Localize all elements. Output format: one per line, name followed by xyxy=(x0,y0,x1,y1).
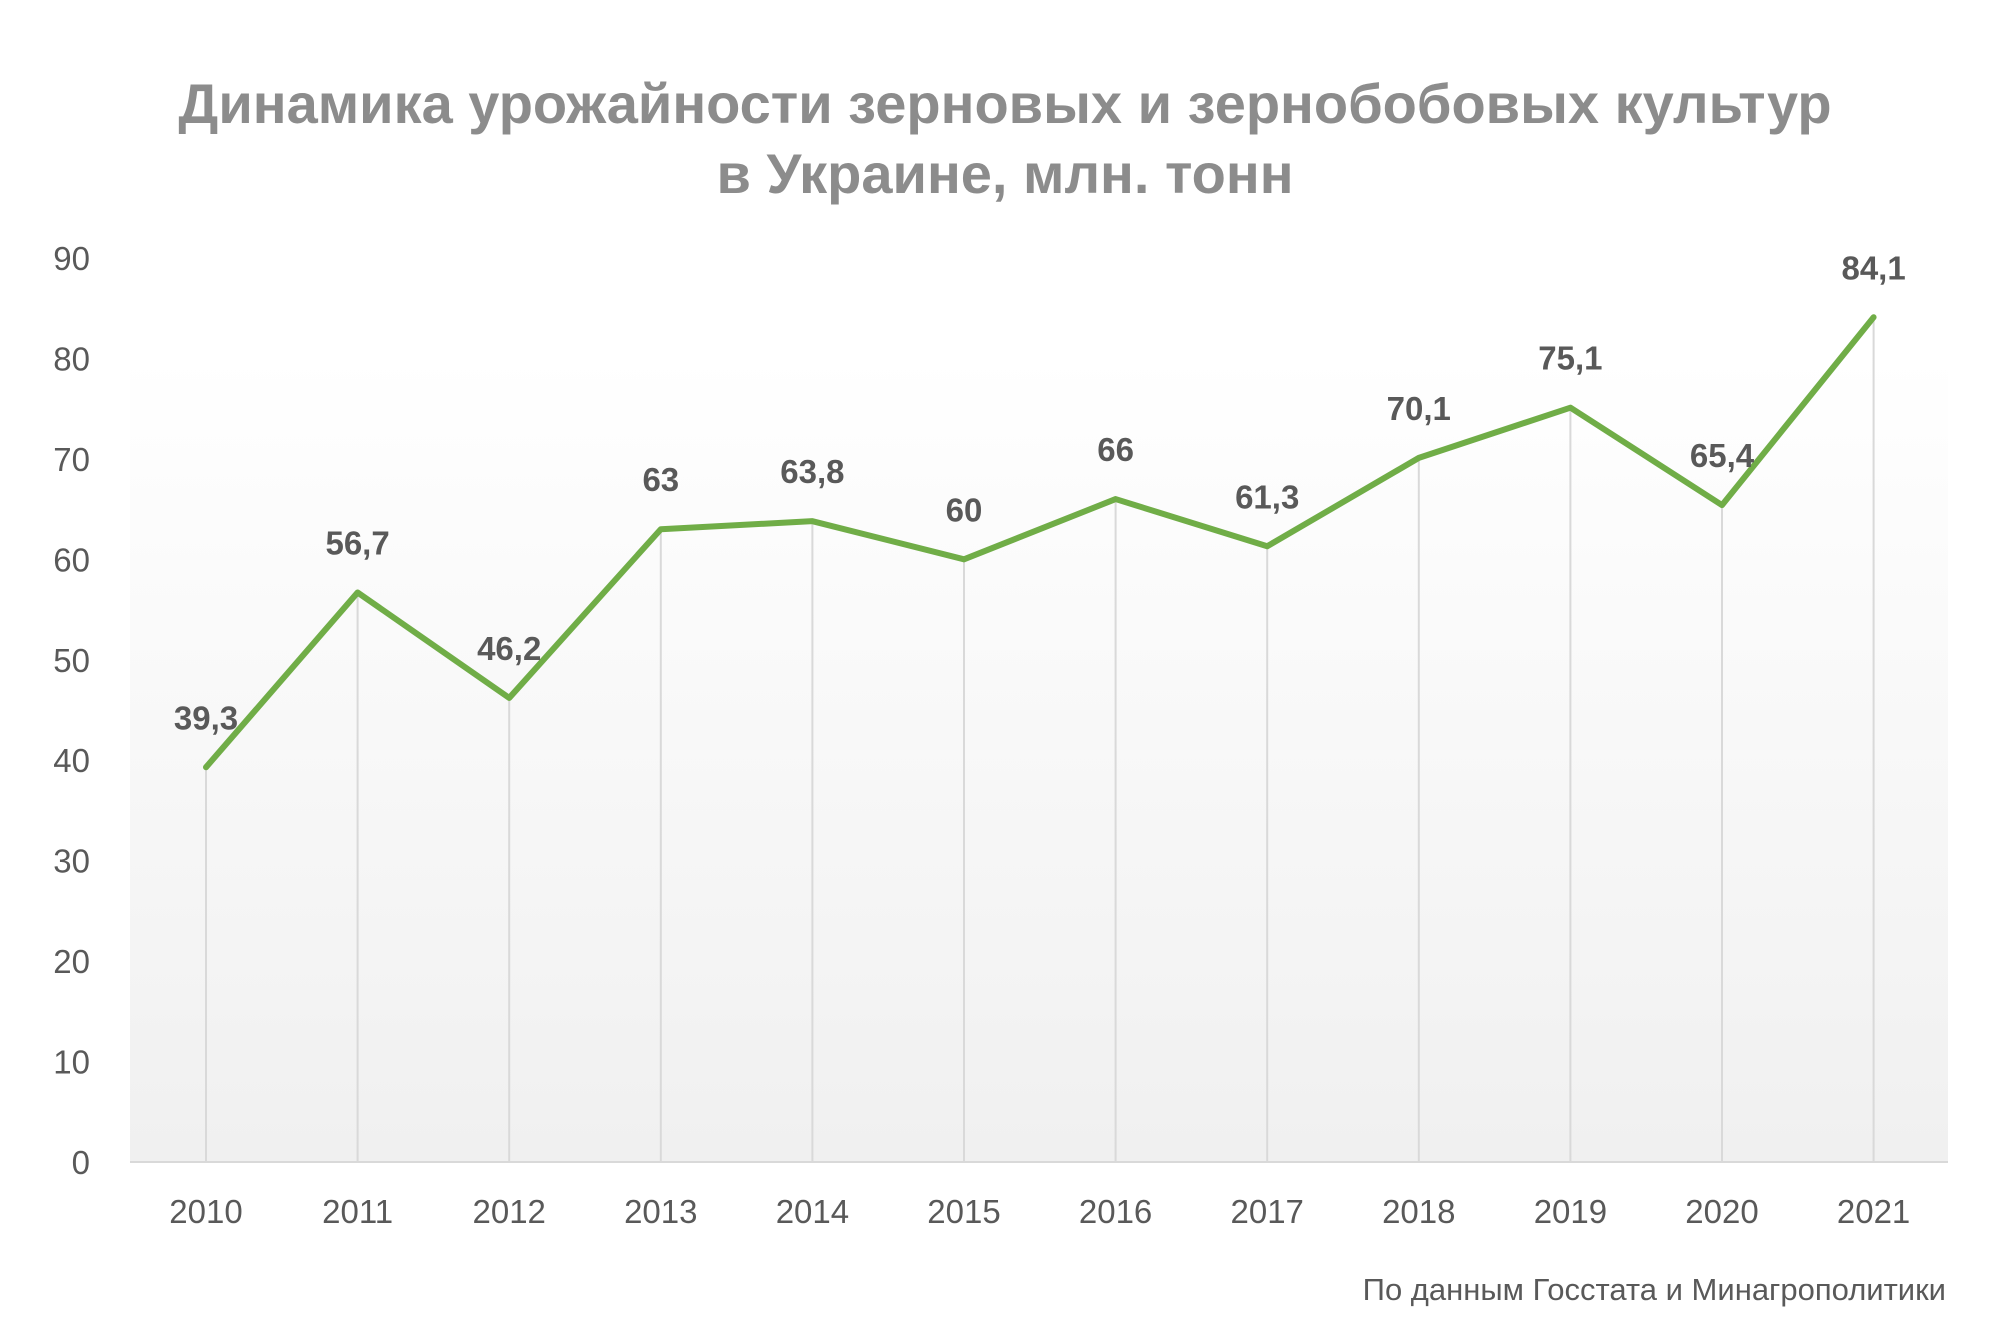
x-tick-label: 2016 xyxy=(1079,1193,1152,1230)
x-tick-label: 2015 xyxy=(927,1193,1000,1230)
data-label: 66 xyxy=(1097,431,1134,468)
data-label: 56,7 xyxy=(325,524,389,561)
data-label: 75,1 xyxy=(1538,340,1602,377)
x-tick-label: 2013 xyxy=(624,1193,697,1230)
chart-title-line-1: Динамика урожайности зерновых и зернобоб… xyxy=(178,72,1831,135)
data-labels: 39,3 56,7 46,2 63 63,8 60 66 61,3 70,1 75,1 65,4 84… xyxy=(174,249,1906,736)
x-tick-label: 2018 xyxy=(1382,1193,1455,1230)
data-label: 65,4 xyxy=(1690,437,1755,474)
y-tick-label: 90 xyxy=(53,240,90,277)
data-label: 63,8 xyxy=(780,453,844,490)
y-tick-label: 80 xyxy=(53,340,90,377)
x-tick-label: 2020 xyxy=(1685,1193,1758,1230)
data-label: 60 xyxy=(946,491,983,528)
x-tick-label: 2014 xyxy=(776,1193,849,1230)
series-line xyxy=(203,314,1877,771)
x-tick-label: 2017 xyxy=(1230,1193,1303,1230)
x-tick-label: 2021 xyxy=(1837,1193,1910,1230)
data-label: 70,1 xyxy=(1387,390,1451,427)
y-tick-label: 30 xyxy=(53,843,90,880)
data-label: 46,2 xyxy=(477,630,541,667)
x-tick-label: 2010 xyxy=(169,1193,242,1230)
x-tick-label: 2019 xyxy=(1534,1193,1607,1230)
y-axis-ticks: 0 10 20 30 40 50 60 70 80 90 xyxy=(53,240,90,1181)
data-label: 84,1 xyxy=(1841,249,1905,286)
chart-title-line-2: в Украине, млн. тонн xyxy=(716,142,1293,205)
source-note: По данным Госстата и Минагрополитики xyxy=(1363,1272,1946,1307)
data-label: 61,3 xyxy=(1235,478,1299,515)
y-tick-label: 70 xyxy=(53,441,90,478)
x-tick-label: 2011 xyxy=(322,1193,393,1230)
plot-area xyxy=(130,355,1948,1162)
data-label: 63 xyxy=(642,461,679,498)
y-tick-label: 20 xyxy=(53,943,90,980)
y-tick-label: 60 xyxy=(53,541,90,578)
vertical-gridlines xyxy=(205,317,1875,1162)
y-tick-label: 40 xyxy=(53,742,90,779)
x-tick-label: 2012 xyxy=(472,1193,545,1230)
y-tick-label: 50 xyxy=(53,642,90,679)
y-tick-label: 10 xyxy=(53,1044,90,1081)
x-axis-ticks: 2010 2011 2012 2013 2014 2015 2016 2017 2018 2019… xyxy=(169,1193,1910,1230)
y-tick-label: 0 xyxy=(72,1144,90,1181)
data-label: 39,3 xyxy=(174,699,238,736)
